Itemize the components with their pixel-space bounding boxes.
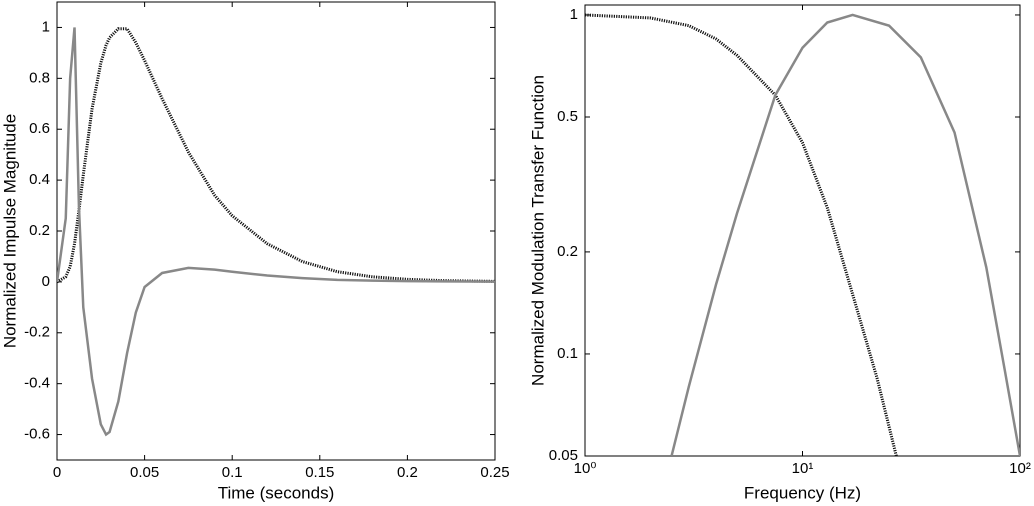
plot-frame <box>584 4 1021 457</box>
x-tick-label: 10² <box>1009 460 1031 477</box>
y-tick-label: -0.4 <box>24 375 50 392</box>
y-tick-label: 0.2 <box>557 243 578 260</box>
x-tick-label: 0.1 <box>222 464 243 481</box>
y-tick-label: 0.2 <box>29 222 50 239</box>
x-tick-label: 0.25 <box>480 464 509 481</box>
x-axis-label: Time (seconds) <box>218 483 335 502</box>
x-tick-label: 0.2 <box>397 464 418 481</box>
x-tick-label: 0 <box>53 464 61 481</box>
series-line <box>670 13 1020 456</box>
y-tick-label: -0.6 <box>24 426 50 443</box>
y-tick-label: -0.2 <box>24 324 50 341</box>
series-line <box>585 13 898 456</box>
y-axis-label: Normalized Modulation Transfer Function <box>528 75 547 386</box>
y-tick-label: 1 <box>42 18 50 35</box>
y-tick-label: 0.4 <box>29 171 50 188</box>
y-tick-label: 0.1 <box>557 345 578 362</box>
x-tick-label: 10¹ <box>792 460 814 477</box>
y-tick-label: 0 <box>42 273 50 290</box>
y-tick-label: 0.6 <box>29 120 50 137</box>
x-tick-label: 0.15 <box>305 464 334 481</box>
y-tick-label: 1 <box>570 6 578 23</box>
x-tick-label: 0.05 <box>130 464 159 481</box>
y-tick-label: 0.8 <box>29 69 50 86</box>
x-axis-label: Frequency (Hz) <box>744 483 861 502</box>
plot-frame <box>56 1 496 461</box>
y-tick-label: 0.5 <box>557 108 578 125</box>
series-line <box>57 27 495 437</box>
x-tick-label: 10⁰ <box>574 460 597 477</box>
y-axis-label: Normalized Impulse Magnitude <box>0 114 19 348</box>
y-tick-label: 0.05 <box>549 447 578 464</box>
series-line <box>57 27 495 284</box>
